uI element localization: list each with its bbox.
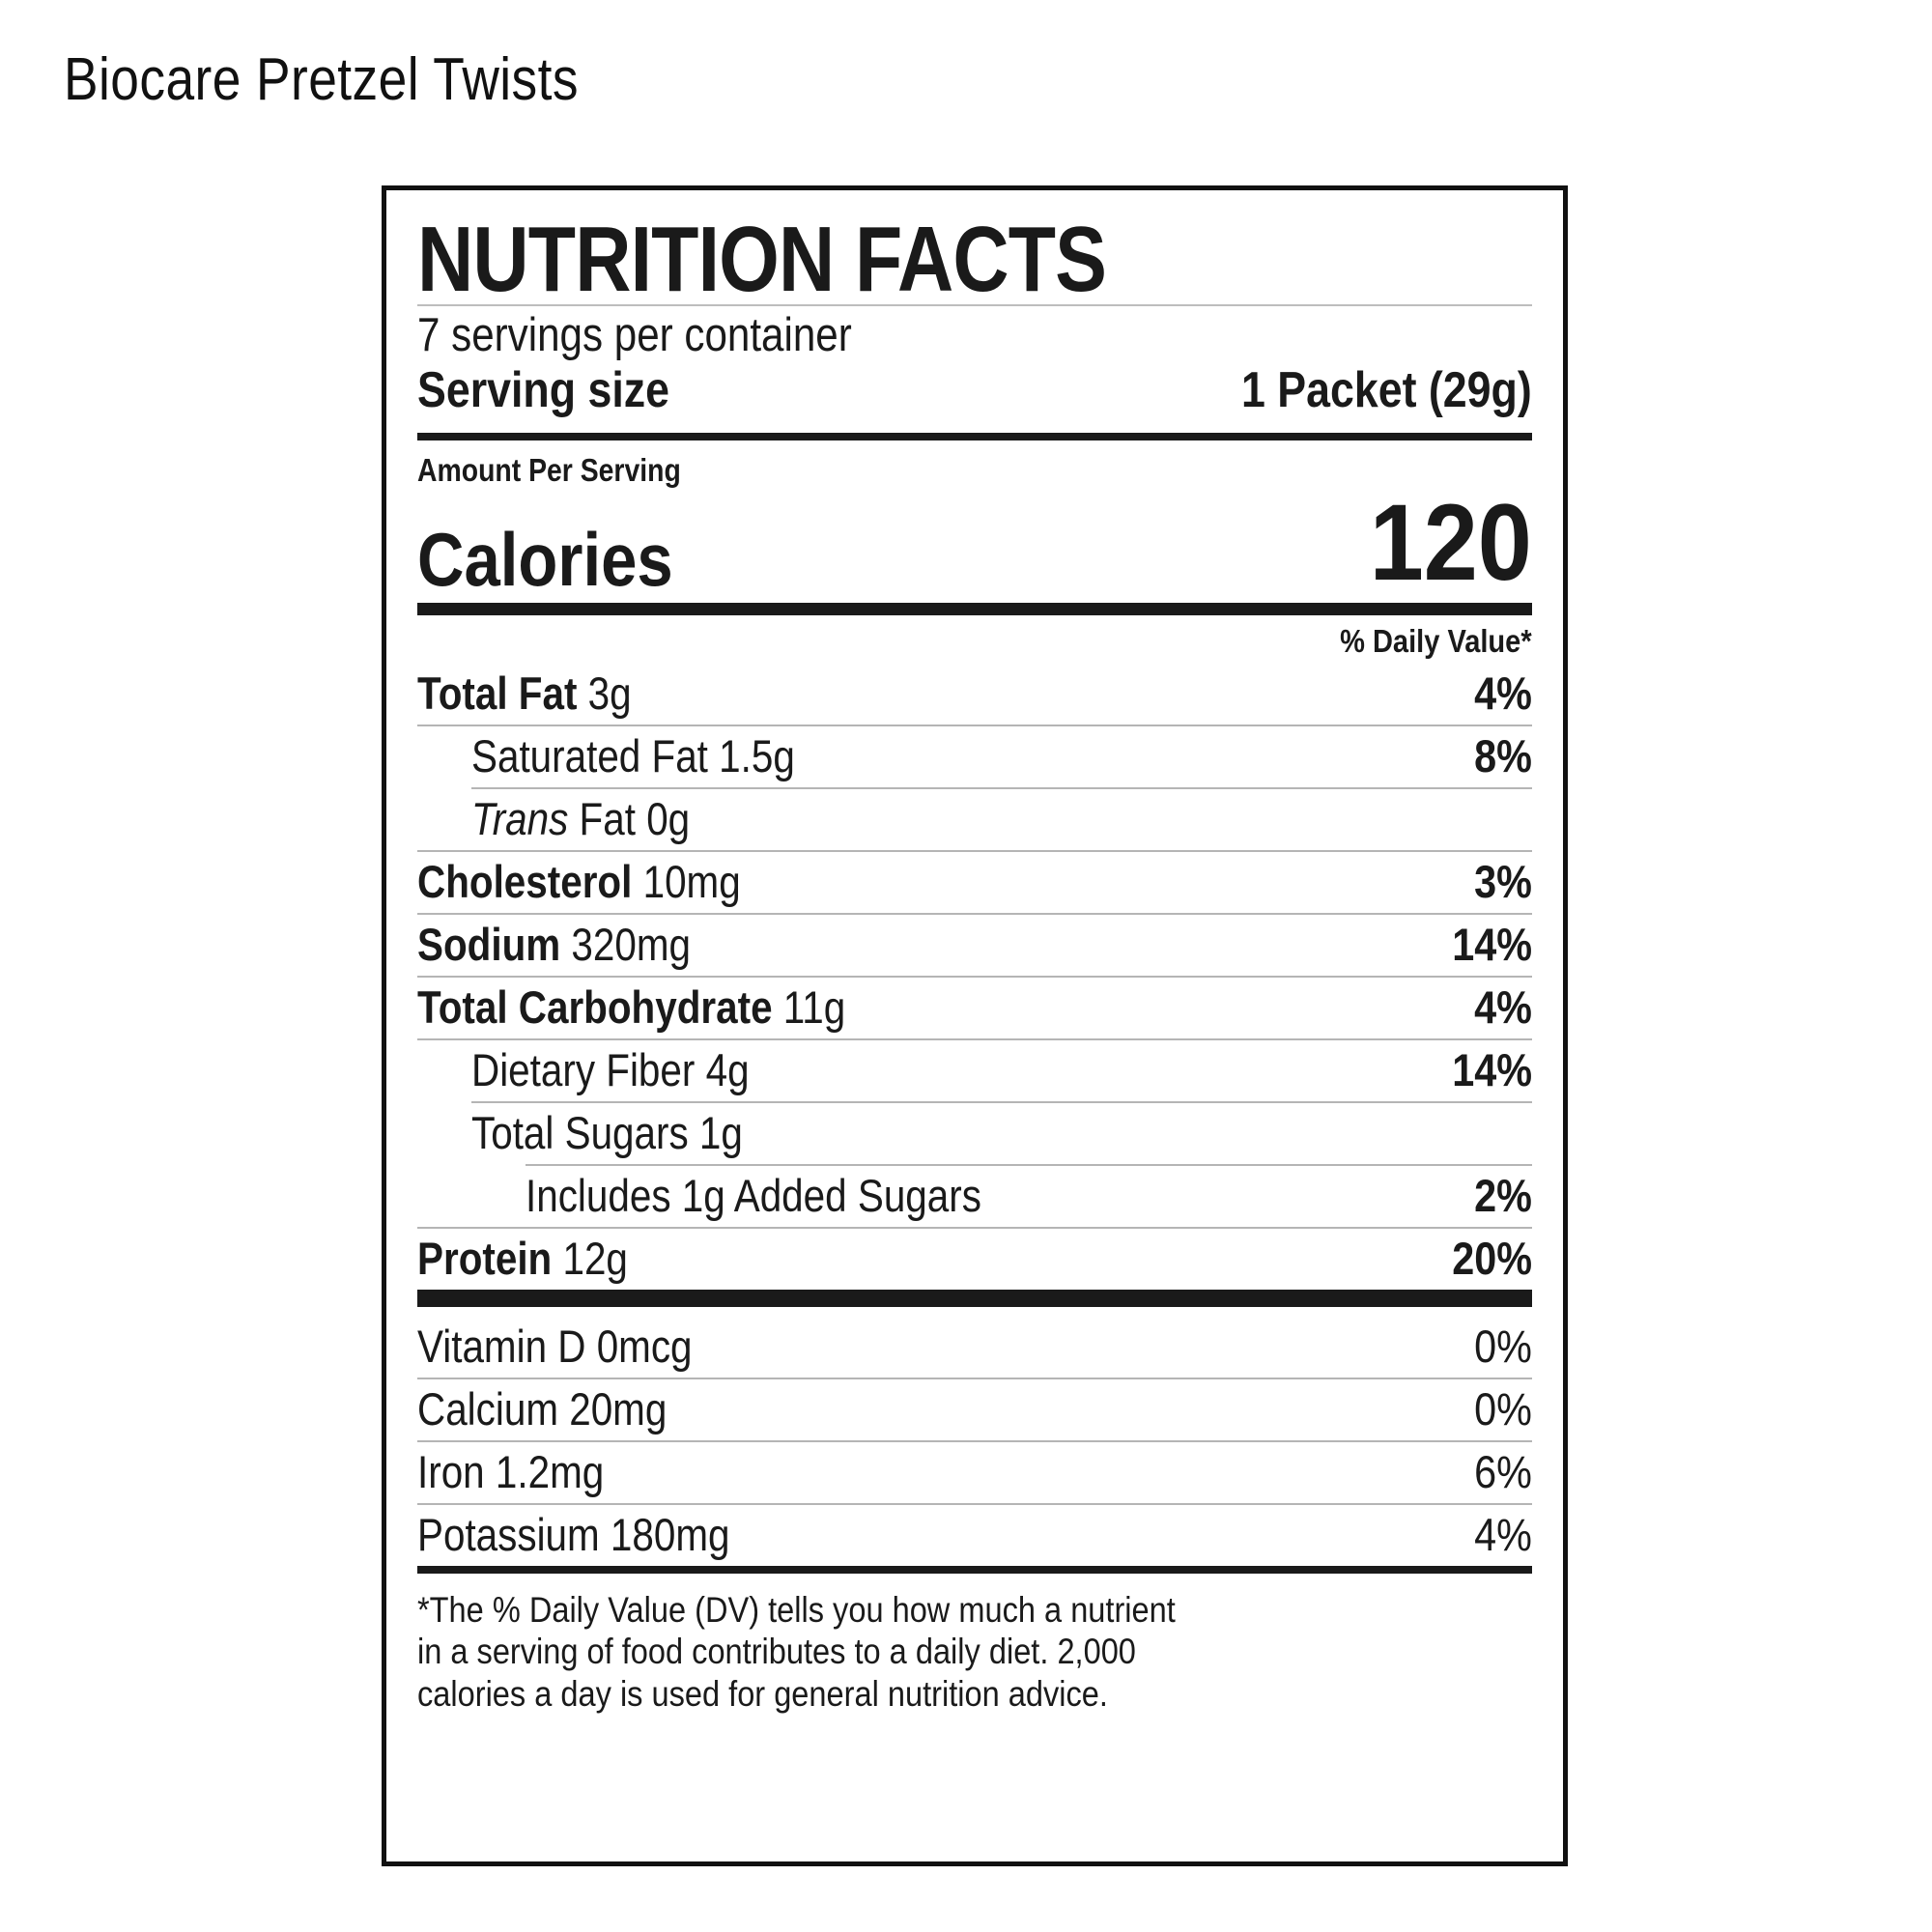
row-divider	[417, 1227, 1532, 1230]
nutrient-daily-value: 8%	[1474, 730, 1532, 782]
daily-value-footnote: *The % Daily Value (DV) tells you how mu…	[417, 1574, 1532, 1715]
serving-size-label: Serving size	[417, 362, 669, 419]
nutrient-row: Total Fat 3g 4%	[417, 664, 1532, 724]
servings-per-container: 7 servings per container	[417, 309, 852, 362]
nutrient-daily-value: 20%	[1452, 1233, 1532, 1285]
nutrient-daily-value: 4%	[1474, 668, 1532, 720]
protein-divider	[417, 1290, 1532, 1308]
footnote-line: in a serving of food contributes to a da…	[417, 1632, 1136, 1672]
nutrient-name: Total Sugars 1g	[471, 1107, 743, 1159]
nutrient-rows: Total Fat 3g 4% Saturated Fat 1.5g 8% Trans …	[417, 664, 1532, 1290]
nutrient-name: Trans Fat 0g	[471, 793, 691, 845]
nutrition-facts-panel: NUTRITION FACTS 7 servings per container…	[382, 185, 1568, 1866]
nutrient-name: Sodium 320mg	[417, 919, 692, 971]
nutrient-daily-value: 4%	[1474, 981, 1532, 1034]
micronutrient-row: Calcium 20mg 0%	[417, 1379, 1532, 1440]
nutrition-facts-heading: NUTRITION FACTS	[417, 208, 1107, 311]
micronutrient-name: Potassium 180mg	[417, 1509, 730, 1561]
row-divider	[417, 1038, 1532, 1041]
nutrient-row: Sodium 320mg 14%	[417, 915, 1532, 976]
nutrient-row: Saturated Fat 1.5g 8%	[417, 726, 1532, 787]
nutrient-name: Total Carbohydrate 11g	[417, 981, 846, 1034]
nutrient-daily-value: 2%	[1474, 1170, 1532, 1222]
nutrient-name: Dietary Fiber 4g	[471, 1044, 750, 1096]
nutrient-name: Total Fat 3g	[417, 668, 632, 720]
row-divider	[526, 1164, 1532, 1167]
nutrient-row: Trans Fat 0g	[417, 789, 1532, 850]
row-divider	[417, 850, 1532, 853]
micronutrient-row: Vitamin D 0mcg 0%	[417, 1317, 1532, 1378]
calories-row: Calories 120	[417, 489, 1532, 603]
nutrient-name: Protein 12g	[417, 1233, 628, 1285]
micronutrient-name: Vitamin D 0mcg	[417, 1321, 693, 1373]
micronutrient-daily-value: 6%	[1474, 1446, 1532, 1498]
nutrient-row: Protein 12g 20%	[417, 1229, 1532, 1290]
micronutrient-daily-value: 0%	[1474, 1383, 1532, 1435]
micronutrient-daily-value: 0%	[1474, 1321, 1532, 1373]
row-divider	[471, 787, 1532, 790]
nutrient-name: Cholesterol 10mg	[417, 856, 741, 908]
micronutrient-daily-value: 4%	[1474, 1509, 1532, 1561]
micronutrient-row: Potassium 180mg 4%	[417, 1505, 1532, 1566]
row-divider	[417, 976, 1532, 979]
daily-value-header: % Daily Value*	[417, 615, 1532, 664]
daily-value-header-text: % Daily Value*	[1340, 623, 1532, 660]
calories-label: Calories	[417, 517, 673, 603]
calories-value: 120	[1369, 482, 1532, 604]
row-divider	[417, 724, 1532, 727]
calories-divider	[417, 603, 1532, 616]
nutrient-row: Total Carbohydrate 11g 4%	[417, 978, 1532, 1038]
nutrient-name: Includes 1g Added Sugars	[526, 1170, 981, 1222]
micronutrient-row: Iron 1.2mg 6%	[417, 1442, 1532, 1503]
micronutrient-name: Calcium 20mg	[417, 1383, 668, 1435]
nutrient-daily-value: 14%	[1452, 1044, 1532, 1096]
row-divider	[417, 1440, 1532, 1443]
serving-size-row: Serving size 1 Packet (29g)	[417, 361, 1532, 433]
nutrient-name: Saturated Fat 1.5g	[471, 730, 795, 782]
nutrient-row: Total Sugars 1g	[417, 1103, 1532, 1164]
footnote-divider	[417, 1566, 1532, 1575]
footnote-line: *The % Daily Value (DV) tells you how mu…	[417, 1590, 1176, 1631]
micronutrient-name: Iron 1.2mg	[417, 1446, 605, 1498]
nutrient-row: Includes 1g Added Sugars 2%	[417, 1166, 1532, 1227]
nutrient-row: Cholesterol 10mg 3%	[417, 852, 1532, 913]
row-divider	[417, 913, 1532, 916]
serving-size-divider	[417, 433, 1532, 441]
nutrient-row: Dietary Fiber 4g 14%	[417, 1040, 1532, 1101]
micronutrient-rows: Vitamin D 0mcg 0% Calcium 20mg 0% Iron 1.2mg…	[417, 1317, 1532, 1566]
row-divider	[471, 1101, 1532, 1104]
nutrient-daily-value: 14%	[1452, 919, 1532, 971]
amount-per-serving-label: Amount Per Serving	[417, 452, 681, 489]
row-divider	[417, 1378, 1532, 1380]
serving-size-value: 1 Packet (29g)	[1241, 362, 1532, 419]
nutrient-daily-value: 3%	[1474, 856, 1532, 908]
product-title: Biocare Pretzel Twists	[64, 46, 579, 113]
heading-divider	[417, 304, 1532, 307]
footnote-line: calories a day is used for general nutri…	[417, 1673, 1108, 1714]
micronutrient-top-spacer	[417, 1307, 1532, 1317]
row-divider	[417, 1503, 1532, 1506]
